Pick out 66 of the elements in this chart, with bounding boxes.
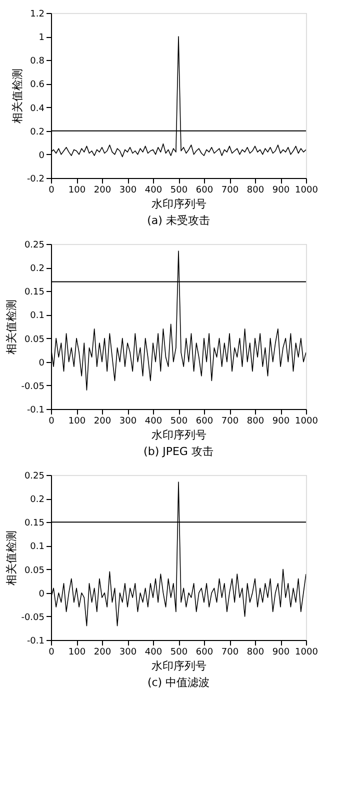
x-tick-label: 300 bbox=[119, 416, 137, 426]
x-tick-label: 0 bbox=[48, 648, 55, 658]
x-tick-label: 800 bbox=[246, 648, 264, 658]
y-tick-label: 0.05 bbox=[24, 334, 44, 345]
x-tick-label: 400 bbox=[144, 648, 162, 658]
y-tick-label: 1.2 bbox=[30, 10, 44, 20]
y-tick-label: 1 bbox=[38, 33, 44, 44]
x-tick-label: 0 bbox=[48, 186, 55, 196]
x-tick-label: 200 bbox=[94, 186, 112, 196]
x-tick-label: 600 bbox=[196, 648, 214, 658]
x-axis-title: 水印序列号 bbox=[152, 198, 206, 210]
x-tick-label: 100 bbox=[68, 186, 86, 196]
y-tick-label: 0.05 bbox=[24, 566, 44, 576]
x-tick-label: 1000 bbox=[295, 648, 318, 658]
y-tick-label: -0.1 bbox=[26, 636, 44, 646]
x-tick-label: 200 bbox=[94, 648, 112, 658]
x-tick-label: 800 bbox=[246, 416, 264, 426]
x-tick-label: 800 bbox=[246, 186, 264, 196]
x-axis-title: 水印序列号 bbox=[152, 428, 206, 442]
x-tick-label: 500 bbox=[170, 416, 188, 426]
x-tick-label: 500 bbox=[170, 186, 188, 196]
text: (c) 中值滤波 bbox=[147, 676, 210, 689]
text: (a) 未受攻击 bbox=[147, 214, 210, 227]
y-tick-label: 0.2 bbox=[30, 495, 44, 506]
y-tick-label: 0.2 bbox=[30, 127, 44, 138]
y-tick-label: 0.25 bbox=[24, 240, 44, 250]
y-tick-label: -0.05 bbox=[21, 382, 44, 392]
y-tick-label: 0.1 bbox=[30, 311, 44, 322]
x-tick-label: 600 bbox=[196, 416, 214, 426]
y-tick-label: 0.6 bbox=[30, 80, 45, 90]
x-tick-label: 100 bbox=[68, 648, 86, 658]
y-tick-label: 0.1 bbox=[30, 542, 44, 552]
y-tick-label: 0.4 bbox=[30, 104, 45, 114]
y-tick-label: 0.15 bbox=[24, 288, 44, 298]
x-tick-label: 0 bbox=[48, 416, 55, 426]
x-tick-label: 200 bbox=[94, 416, 112, 426]
text: (b) JPEG 攻击 bbox=[144, 445, 214, 458]
y-tick-label: -0.2 bbox=[26, 174, 44, 184]
y-tick-label: 0.25 bbox=[24, 472, 44, 482]
x-tick-label: 900 bbox=[272, 416, 290, 426]
y-axis-title: 相关值检测 bbox=[5, 300, 18, 354]
x-tick-label: 900 bbox=[272, 186, 290, 196]
y-tick-label: 0 bbox=[38, 358, 45, 368]
x-tick-label: 300 bbox=[119, 186, 137, 196]
y-tick-label: 0.15 bbox=[24, 518, 44, 529]
y-tick-label: 0 bbox=[38, 589, 45, 600]
x-tick-label: 700 bbox=[221, 416, 239, 426]
x-tick-label: 1000 bbox=[295, 186, 318, 196]
y-tick-label: 0.8 bbox=[30, 56, 45, 67]
x-tick-label: 900 bbox=[272, 648, 290, 658]
x-tick-label: 500 bbox=[170, 648, 188, 658]
x-tick-label: 300 bbox=[119, 648, 137, 658]
y-tick-label: 0 bbox=[38, 150, 45, 161]
x-tick-label: 1000 bbox=[295, 416, 318, 426]
y-axis-title: 相关值检测 bbox=[10, 68, 24, 124]
y-tick-label: -0.1 bbox=[26, 406, 44, 416]
x-tick-label: 700 bbox=[221, 186, 239, 196]
x-tick-label: 100 bbox=[68, 416, 86, 426]
y-tick-label: 0.2 bbox=[30, 264, 44, 274]
x-tick-label: 400 bbox=[144, 186, 162, 196]
x-tick-label: 700 bbox=[221, 648, 239, 658]
x-tick-label: 600 bbox=[196, 186, 214, 196]
y-axis-title: 相关值检测 bbox=[5, 530, 18, 586]
x-tick-label: 400 bbox=[144, 416, 162, 426]
y-tick-label: -0.05 bbox=[21, 612, 44, 623]
x-axis-title: 水印序列号 bbox=[152, 660, 206, 672]
